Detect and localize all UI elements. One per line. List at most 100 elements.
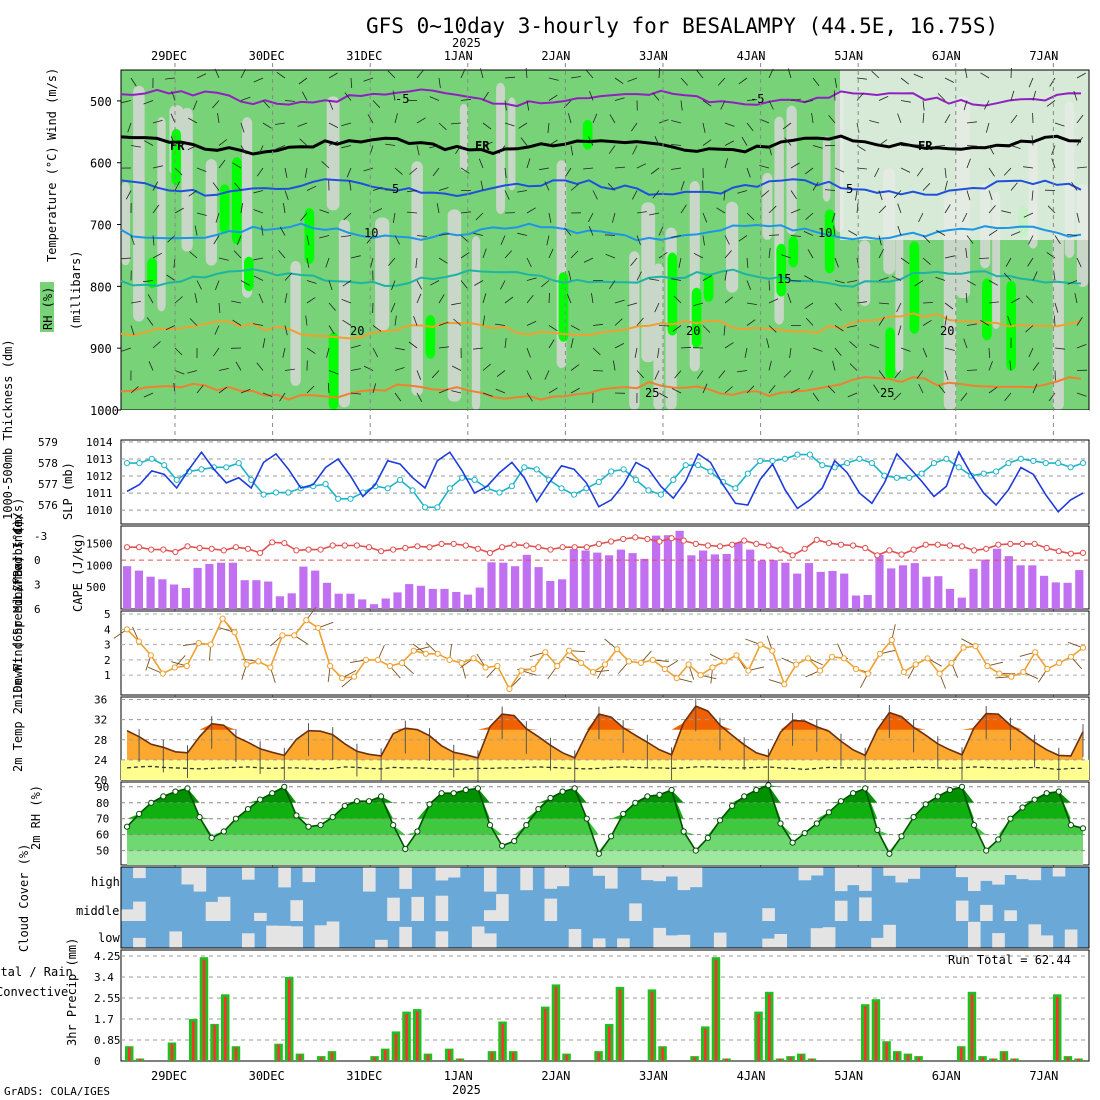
upper-wind-barb bbox=[768, 145, 772, 156]
lifted-index-line-point bbox=[741, 537, 748, 544]
cape-bar bbox=[428, 588, 437, 609]
upper-wind-barb bbox=[1076, 72, 1086, 79]
upper-wind-barb bbox=[130, 325, 135, 336]
rh-moist-patch bbox=[982, 278, 992, 341]
upper-wind-barb bbox=[214, 68, 220, 79]
upper-wind-barb bbox=[805, 317, 814, 326]
upper-wind-barb bbox=[367, 114, 374, 124]
upper-wind-barb bbox=[812, 392, 820, 402]
rh2m-line-point bbox=[850, 790, 857, 797]
wind10m-tick-label: 2 bbox=[104, 654, 111, 667]
cape-bar bbox=[710, 554, 719, 609]
upper-wind-barb bbox=[504, 190, 510, 200]
cape-bar bbox=[170, 584, 179, 609]
upper-wind-barb bbox=[174, 181, 180, 191]
wind10m-line-point bbox=[589, 669, 597, 676]
rh2m-line-point bbox=[450, 790, 457, 797]
precip-conv-bar bbox=[650, 991, 654, 1061]
thickness-line-point bbox=[260, 491, 267, 498]
upper-wind-barb bbox=[966, 190, 971, 201]
upper-wind-barb bbox=[152, 252, 162, 259]
upper-wind-barb bbox=[548, 248, 554, 259]
lifted-index-line-point bbox=[971, 547, 978, 554]
cloud-clear-block bbox=[592, 938, 606, 948]
wind10m-line-point bbox=[159, 670, 166, 677]
lifted-index-line-point bbox=[402, 544, 409, 552]
rh-moist-patch bbox=[231, 157, 242, 245]
upper-wind-barb bbox=[1028, 77, 1034, 88]
rh2m-line-point bbox=[1007, 815, 1014, 822]
bottom-day-label: 2JAN bbox=[541, 1069, 570, 1083]
pressure-tick-label: 500 bbox=[90, 95, 112, 109]
upper-wind-barb bbox=[306, 385, 315, 394]
cloud-clear-block bbox=[169, 931, 182, 948]
cloud-clear-block bbox=[302, 867, 316, 883]
lifted-index-line-point bbox=[148, 546, 155, 553]
wind10m-line-point bbox=[996, 670, 1003, 677]
cloud-clear-block bbox=[980, 867, 993, 881]
upper-wind-barb bbox=[583, 167, 594, 170]
pressure-tick-label: 700 bbox=[90, 219, 112, 233]
temp-tick-label: 20 bbox=[94, 774, 107, 787]
rh2m-tick-label: 70 bbox=[96, 813, 109, 826]
lifted-index-line-point bbox=[123, 544, 131, 551]
upper-wind-barb bbox=[871, 70, 880, 79]
rh2m-line-point bbox=[535, 806, 542, 813]
upper-wind-barb bbox=[832, 360, 836, 371]
precip-conv-bar bbox=[1056, 996, 1059, 1061]
precip-conv-bar bbox=[288, 979, 291, 1061]
upper-wind-barb bbox=[918, 212, 924, 223]
slp-tick-label: 1014 bbox=[86, 436, 113, 449]
upper-wind-barb bbox=[240, 388, 251, 394]
upper-wind-barb bbox=[833, 90, 836, 101]
upper-wind-barb bbox=[680, 346, 692, 349]
precip-tick-label: 0.85 bbox=[94, 1034, 121, 1047]
cape-bar bbox=[193, 567, 202, 609]
cloud-clear-block bbox=[399, 867, 412, 889]
upper-wind-barb bbox=[900, 145, 912, 147]
thickness-tick-label: 578 bbox=[38, 457, 58, 470]
upper-wind-barb bbox=[482, 315, 486, 326]
upper-wind-barb bbox=[165, 325, 176, 331]
upper-wind-barb bbox=[944, 167, 947, 178]
rh2m-line-point bbox=[995, 836, 1002, 843]
upper-wind-barb bbox=[482, 363, 491, 371]
rh-moist-patch bbox=[788, 236, 799, 268]
precip-tick-label: 0 bbox=[94, 1055, 101, 1068]
cape-tick-label: 1500 bbox=[86, 537, 113, 550]
rh2m-line-point bbox=[486, 822, 494, 829]
upper-wind-barb bbox=[746, 122, 754, 132]
upper-wind-barb bbox=[808, 370, 814, 380]
upper-wind-barb bbox=[608, 145, 616, 154]
upper-wind-barb bbox=[482, 293, 487, 304]
bottom-day-label: 4JAN bbox=[737, 1069, 766, 1083]
cape-bar bbox=[240, 580, 249, 609]
upper-wind-barb bbox=[613, 360, 616, 371]
upper-wind-barb bbox=[319, 209, 330, 214]
thickness-line-point bbox=[148, 455, 155, 462]
upper-wind-barb bbox=[869, 344, 880, 349]
upper-wind-barb bbox=[680, 77, 688, 86]
cape-bar bbox=[746, 549, 755, 609]
precip-tick-label: 3.4 bbox=[94, 971, 114, 984]
upper-wind-barb bbox=[720, 100, 726, 110]
cloud-clear-block bbox=[435, 895, 449, 921]
cloud-clear-block bbox=[895, 867, 908, 883]
rh-dry-patch bbox=[121, 182, 131, 266]
precip-conv-bar bbox=[960, 1047, 963, 1061]
upper-wind-barb bbox=[564, 227, 572, 236]
precip-conv-bar bbox=[917, 1057, 920, 1061]
cloud-clear-block bbox=[387, 897, 400, 921]
temp-tick-label: 36 bbox=[94, 694, 107, 707]
thickness-line-point bbox=[930, 460, 938, 467]
lifted-index-line-point bbox=[523, 542, 530, 549]
upper-wind-barb bbox=[1023, 166, 1034, 169]
lifted-index-line-point bbox=[983, 545, 990, 552]
upper-wind-barb bbox=[768, 248, 771, 259]
wind10m-line-point bbox=[578, 659, 585, 667]
upper-wind-barb bbox=[966, 235, 974, 244]
upper-wind-barb bbox=[605, 253, 616, 259]
rh2m-line-point bbox=[196, 814, 203, 821]
upper-wind-barb bbox=[319, 235, 330, 239]
upper-wind-barb bbox=[649, 278, 660, 281]
